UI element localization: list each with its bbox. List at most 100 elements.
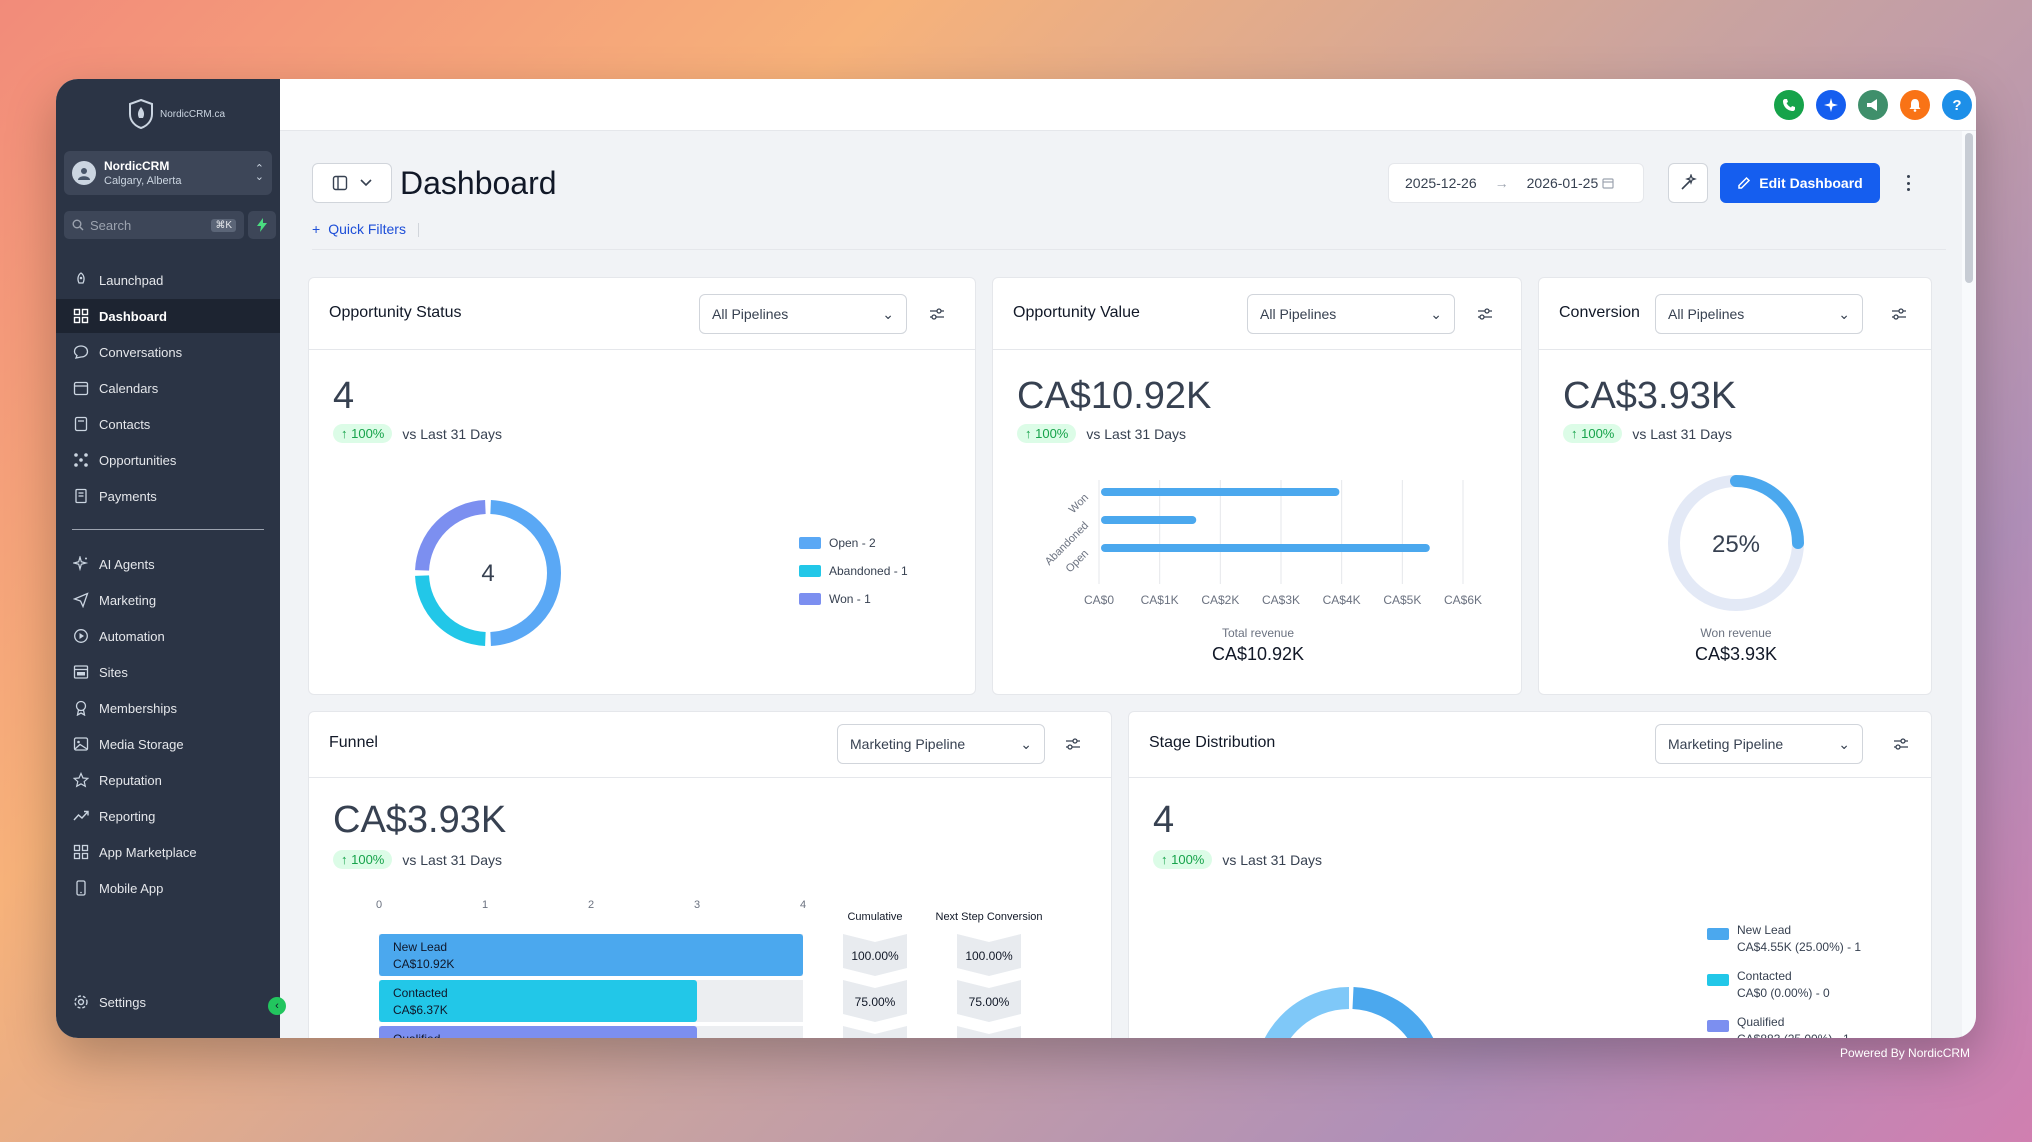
sidebar-item-app-marketplace[interactable]: App Marketplace: [56, 835, 280, 869]
sidebar-item-ai-agents[interactable]: AI Agents: [56, 547, 280, 581]
sidebar-item-calendars[interactable]: Calendars: [56, 371, 280, 405]
pipeline-select[interactable]: All Pipelines ⌄: [1655, 294, 1863, 334]
chevron-down-icon: ⌄: [1838, 305, 1850, 322]
filter-settings-icon[interactable]: [1477, 308, 1493, 320]
quick-filters-button[interactable]: + Quick Filters: [312, 221, 419, 238]
delta-badge: ↑ 100%: [1153, 850, 1213, 869]
card-header: [309, 278, 975, 350]
pipeline-select[interactable]: All Pipelines ⌄: [699, 294, 907, 334]
opportunity-value-card: Opportunity Value All Pipelines ⌄ CA$10.9…: [992, 277, 1522, 695]
filter-settings-icon[interactable]: [1065, 738, 1081, 750]
funnel-chart: 0 1 2 3 4 Cumulative Next Step Conversion New L…: [376, 899, 1043, 1038]
opportunity-status-card: Opportunity Status All Pipelines ⌄ 4 ↑ 10…: [308, 277, 976, 695]
y-tick-label: Open: [1064, 548, 1092, 576]
metric-delta: ↑ 100% vs Last 31 Days: [333, 850, 502, 869]
announcements-button[interactable]: [1858, 90, 1888, 120]
metric-value: CA$3.93K: [333, 799, 507, 841]
bar-open: [1101, 544, 1430, 552]
legend-item[interactable]: Abandoned - 1: [799, 564, 908, 578]
sidebar-item-automation[interactable]: Automation: [56, 619, 280, 653]
main-content: Dashboard + Quick Filters 2025-12-26 → 20…: [280, 131, 1976, 1038]
pipeline-select[interactable]: Marketing Pipeline ⌄: [837, 724, 1045, 764]
phone-button[interactable]: [1774, 90, 1804, 120]
filter-settings-icon[interactable]: [929, 308, 945, 320]
search-shortcut: ⌘K: [211, 218, 236, 232]
sidebar-item-sites[interactable]: Sites: [56, 655, 280, 689]
date-range-picker[interactable]: 2025-12-26 → 2026-01-25: [1388, 163, 1644, 203]
chevron-left-icon: ‹: [275, 1000, 279, 1012]
layout-switcher-button[interactable]: [312, 163, 392, 203]
x-tick-label: CA$4K: [1323, 593, 1361, 607]
funnel-bar-qualified: [379, 1026, 697, 1038]
metric-value: CA$10.92K: [1017, 375, 1212, 417]
pipeline-select[interactable]: Marketing Pipeline ⌄: [1655, 724, 1863, 764]
legend-swatch: [1707, 928, 1729, 940]
legend-item[interactable]: Open - 2: [799, 536, 876, 550]
sidebar-item-mobile-app[interactable]: Mobile App: [56, 871, 280, 905]
quick-filters-label: Quick Filters: [328, 221, 406, 237]
sidebar-item-dashboard[interactable]: Dashboard: [56, 299, 280, 333]
help-button[interactable]: ?: [1942, 90, 1972, 120]
pencil-icon: [1738, 176, 1751, 189]
sidebar-item-marketing[interactable]: Marketing: [56, 583, 280, 617]
grid-icon: [72, 843, 90, 861]
sidebar-item-settings[interactable]: Settings: [56, 985, 280, 1019]
sidebar-item-media-storage[interactable]: Media Storage: [56, 727, 280, 761]
sidebar-item-label: Memberships: [99, 700, 178, 716]
donut-center-label: 4: [481, 560, 494, 587]
scrollbar-thumb[interactable]: [1965, 133, 1973, 283]
won-revenue-value: CA$3.93K: [1694, 644, 1778, 664]
delta-text: vs Last 31 Days: [402, 851, 502, 868]
pipeline-select[interactable]: All Pipelines ⌄: [1247, 294, 1455, 334]
x-tick-label: CA$2K: [1201, 593, 1239, 607]
filter-settings-icon[interactable]: [1891, 308, 1907, 320]
ai-dashboard-button[interactable]: [1668, 163, 1708, 203]
legend-item[interactable]: Won - 1: [799, 592, 871, 606]
brand-logo: NordicCRM.ca: [128, 99, 225, 129]
search-icon: [72, 219, 84, 231]
ai-assist-button[interactable]: [1816, 90, 1846, 120]
chevron-down-icon: ⌄: [882, 305, 894, 322]
powered-by: Powered By NordicCRM: [1840, 1046, 1971, 1060]
edit-dashboard-button[interactable]: Edit Dashboard: [1720, 163, 1880, 203]
sidebar-divider: [72, 529, 264, 530]
header-divider: [312, 249, 1946, 250]
stage-donut-chart: [1264, 987, 1434, 1038]
legend-item[interactable]: Qualified CA$883 (25.00%) - 1: [1707, 1014, 1850, 1038]
date-to: 2026-01-25: [1526, 175, 1599, 191]
donut-segment-won: [415, 500, 486, 571]
sidebar-item-launchpad[interactable]: Launchpad: [56, 263, 280, 297]
filter-settings-icon[interactable]: [1893, 738, 1909, 750]
funnel-cumulative-chevron: [843, 1026, 907, 1038]
x-tick-label: CA$0: [1084, 593, 1114, 607]
more-options-button[interactable]: [1900, 171, 1916, 195]
vertical-scrollbar[interactable]: [1962, 131, 1976, 1038]
funnel-cumulative-value: 100.00%: [851, 949, 899, 963]
card-header: [1129, 712, 1931, 778]
legend-item[interactable]: New Lead CA$4.55K (25.00%) - 1: [1707, 922, 1861, 956]
legend-stage: Contacted: [1737, 969, 1792, 983]
quick-action-button[interactable]: [248, 211, 276, 239]
card-header: [1539, 278, 1931, 350]
delta-text: vs Last 31 Days: [402, 425, 502, 442]
sidebar-item-reputation[interactable]: Reputation: [56, 763, 280, 797]
metric-value: 4: [1153, 799, 1175, 841]
stage-distribution-card: Stage Distribution Marketing Pipeline ⌄ 4…: [1128, 711, 1932, 1038]
sidebar-item-conversations[interactable]: Conversations: [56, 335, 280, 369]
x-tick-label: 0: [376, 899, 382, 911]
chevron-down-icon: ⌄: [1430, 305, 1442, 322]
sidebar-item-label: Marketing: [99, 592, 157, 608]
sidebar-item-reporting[interactable]: Reporting: [56, 799, 280, 833]
search-input[interactable]: Search ⌘K: [64, 211, 244, 239]
sidebar-item-contacts[interactable]: Contacts: [56, 407, 280, 441]
sidebar-item-opportunities[interactable]: Opportunities: [56, 443, 280, 477]
location-switcher[interactable]: NordicCRM Calgary, Alberta ⌃ ⌄: [64, 151, 272, 195]
legend-stage: New Lead: [1737, 923, 1792, 937]
payments-icon: [72, 487, 90, 505]
collapse-sidebar-button[interactable]: ‹: [268, 997, 286, 1015]
bolt-icon: [257, 218, 267, 232]
notifications-button[interactable]: [1900, 90, 1930, 120]
legend-item[interactable]: Contacted CA$0 (0.00%) - 0: [1707, 968, 1830, 1002]
sidebar-item-memberships[interactable]: Memberships: [56, 691, 280, 725]
sidebar-item-payments[interactable]: Payments: [56, 479, 280, 513]
